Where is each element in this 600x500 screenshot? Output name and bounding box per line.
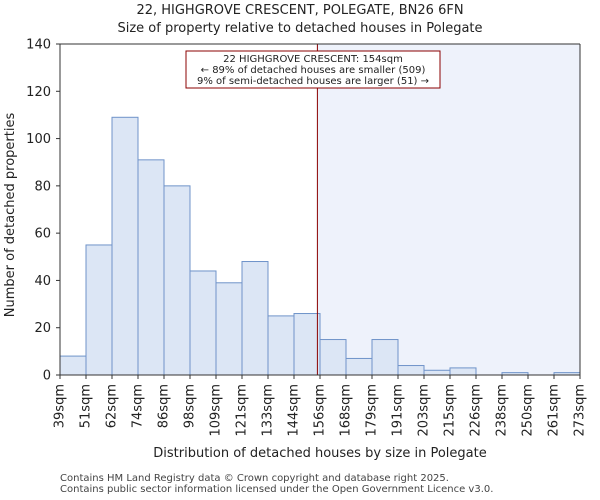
chart-title-line1: 22, HIGHGROVE CRESCENT, POLEGATE, BN26 6… [136, 3, 463, 18]
bar-168sqm [345, 357, 373, 376]
x-tick-label: 238sqm [495, 384, 510, 437]
y-tick-label: 80 [34, 179, 51, 194]
bar-191sqm [397, 365, 425, 376]
bar-109sqm [215, 282, 243, 376]
x-tick-label: 121sqm [235, 384, 250, 437]
x-tick-label: 74sqm [131, 384, 146, 428]
chart-title-line2: Size of property relative to detached ho… [117, 21, 482, 36]
x-tick-label: 39sqm [53, 384, 68, 428]
x-axis-label: Distribution of detached houses by size … [153, 446, 486, 461]
bar-39sqm [59, 355, 87, 376]
x-tick-label: 62sqm [105, 384, 120, 428]
bar-133sqm [267, 315, 295, 376]
annotation-box [185, 50, 441, 89]
x-tick-label: 98sqm [183, 384, 198, 428]
x-tick-label: 156sqm [313, 384, 328, 437]
x-tick-label: 109sqm [209, 384, 224, 437]
bar-51sqm [85, 244, 113, 376]
bar-121sqm [241, 261, 269, 376]
x-tick-label: 215sqm [443, 384, 458, 437]
x-tick-label: 273sqm [573, 384, 588, 437]
y-tick-label: 120 [26, 85, 51, 100]
y-tick-label: 140 [26, 38, 51, 53]
x-tick-label: 179sqm [365, 384, 380, 437]
bar-179sqm [371, 339, 399, 376]
x-tick-label: 168sqm [339, 384, 354, 437]
y-tick-label: 60 [34, 227, 51, 242]
highlight-region [317, 44, 580, 375]
y-tick-label: 20 [34, 321, 51, 336]
x-tick-label: 144sqm [287, 384, 302, 437]
y-tick-label: 0 [43, 369, 51, 384]
bar-98sqm [189, 270, 217, 376]
x-tick-label: 191sqm [391, 384, 406, 437]
x-tick-label: 261sqm [547, 384, 562, 437]
bar-74sqm [137, 159, 165, 376]
bar-144sqm [293, 313, 321, 376]
footer-line2: Contains public sector information licen… [60, 484, 494, 495]
x-tick-label: 203sqm [417, 384, 432, 437]
y-tick-label: 100 [26, 132, 51, 147]
bar-62sqm [111, 116, 139, 376]
bar-86sqm [163, 185, 191, 376]
x-tick-label: 51sqm [79, 384, 94, 428]
x-tick-label: 86sqm [157, 384, 172, 428]
y-axis-label: Number of detached properties [3, 113, 18, 318]
y-tick-label: 40 [34, 274, 51, 289]
x-tick-label: 226sqm [469, 384, 484, 437]
annotation-line2: ← 89% of detached houses are smaller (50… [201, 65, 426, 76]
x-tick-label: 250sqm [521, 384, 536, 437]
footer-line1: Contains HM Land Registry data © Crown c… [60, 473, 449, 484]
annotation-line1: 22 HIGHGROVE CRESCENT: 154sqm [223, 54, 403, 65]
bar-156sqm [319, 339, 347, 376]
bar-215sqm [449, 367, 477, 376]
annotation-line3: 9% of semi-detached houses are larger (5… [197, 76, 429, 87]
bar-203sqm [423, 369, 451, 376]
x-tick-label: 133sqm [261, 384, 276, 437]
